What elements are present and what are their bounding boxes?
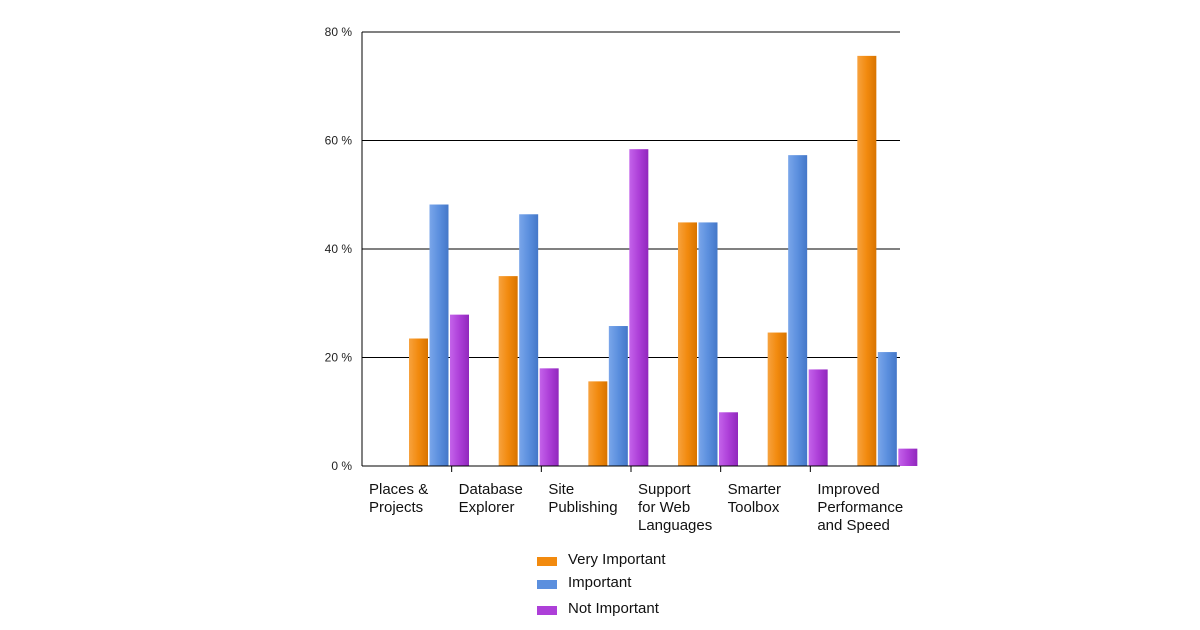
y-axis-ticks: 0 % 20 % 40 % 60 % 80 % [325,25,353,473]
x-category-label: Places & Projects [369,481,428,516]
bar-not-important [539,368,559,466]
bar-important [519,214,539,466]
x-category-label: Site Publishing [548,481,617,516]
axes [361,32,900,472]
legend-label: Very Important [568,551,666,568]
bar-not-important [719,412,738,466]
x-category-label: Support for Web Languages [638,481,712,534]
bar-not-important [808,369,828,466]
bar-not-important [629,149,649,466]
legend: Very Important Important Not Important [537,551,666,617]
bar-very-important [588,381,608,466]
legend-label: Not Important [568,600,660,617]
bar-not-important [898,448,918,466]
x-category-label: Improved Performance and Speed [817,481,903,534]
bar-important [698,222,718,466]
y-tick-label: 0 % [331,459,352,473]
bar-important [877,352,897,466]
bar-important [429,204,449,466]
bar-very-important [498,276,518,466]
legend-swatch [537,557,557,566]
legend-swatch [537,580,557,589]
x-axis-labels: Places & Projects Database Explorer Site Publ… [369,481,903,534]
x-category-label: Smarter Toolbox [728,481,781,516]
bar-important [608,326,628,466]
legend-swatch [537,606,557,615]
bar-not-important [450,314,469,466]
legend-label: Important [568,574,632,591]
y-tick-label: 80 % [325,25,353,39]
bar-very-important [409,338,428,466]
bar-very-important [857,55,877,467]
x-category-label: Database Explorer [459,481,523,516]
bar-important [788,155,808,466]
bars [409,55,918,467]
y-tick-label: 40 % [325,242,353,256]
bar-very-important [767,332,787,466]
bar-very-important [678,222,697,466]
y-tick-label: 20 % [325,351,353,365]
y-tick-label: 60 % [325,134,353,148]
